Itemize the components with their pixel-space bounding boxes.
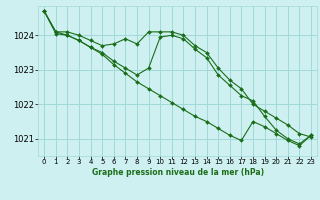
X-axis label: Graphe pression niveau de la mer (hPa): Graphe pression niveau de la mer (hPa) bbox=[92, 168, 264, 177]
